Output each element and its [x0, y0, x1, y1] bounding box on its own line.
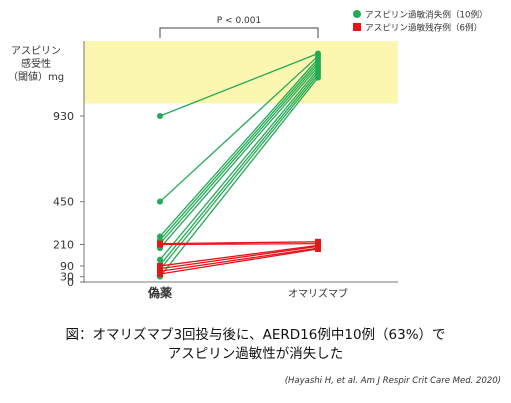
persistent-point: [315, 245, 321, 252]
x-tick-label: 偽薬: [147, 285, 172, 300]
persistent-series-line: [159, 244, 319, 267]
significance-bracket: [159, 27, 319, 38]
legend-marker: [353, 10, 361, 18]
y-tick-label: 450: [53, 196, 74, 209]
resolved-series-line: [159, 61, 319, 241]
persistent-series-line: [159, 245, 319, 270]
resolved-series-line: [159, 77, 319, 278]
resolved-series-line: [159, 66, 319, 249]
citation: (Hayashi H, et al. Am J Respir Crit Care…: [284, 376, 501, 386]
persistent-series-line: [159, 248, 319, 275]
x-tick-label: オマリズマブ: [288, 287, 348, 300]
y-tick-label: 210: [53, 239, 74, 252]
resolved-point: [157, 256, 163, 263]
y-axis-label: アスピリン: [11, 45, 61, 57]
significance-label: P < 0.001: [217, 16, 261, 26]
y-axis-label: （閾値）mg: [8, 70, 64, 83]
persistent-series-line: [159, 242, 319, 246]
persistent-series-line: [159, 241, 319, 245]
resolved-point: [157, 198, 163, 205]
y-tick-label: 0: [67, 276, 74, 289]
resolved-point: [315, 74, 321, 81]
resolved-series-line: [159, 58, 319, 237]
shaded-band: [84, 41, 398, 104]
resolved-series-line: [159, 69, 319, 261]
resolved-series-line: [159, 74, 319, 270]
persistent-point: [157, 241, 163, 248]
legend-label: アスピリン過敏残存例（6例）: [365, 22, 482, 34]
persistent-series-line: [159, 247, 319, 272]
resolved-series-line: [159, 63, 319, 245]
caption-line-1: 図：オマリズマブ3回投与後に、AERD16例中10例（63%）で: [65, 327, 446, 343]
y-axis-label: 感受性: [21, 57, 51, 70]
y-tick-label: 30: [60, 271, 74, 284]
legend-label: アスピリン過敏消失例（10例）: [365, 9, 488, 21]
legend-marker: [353, 23, 361, 31]
y-tick-label: 90: [60, 260, 74, 273]
caption-line-2: アスピリン過敏性が消失した: [167, 346, 344, 362]
y-tick-label: 930: [53, 110, 74, 123]
resolved-series-line: [159, 52, 319, 117]
resolved-series-line: [159, 71, 319, 266]
resolved-series-line: [159, 55, 319, 203]
resolved-point: [157, 112, 163, 119]
persistent-point: [157, 270, 163, 277]
